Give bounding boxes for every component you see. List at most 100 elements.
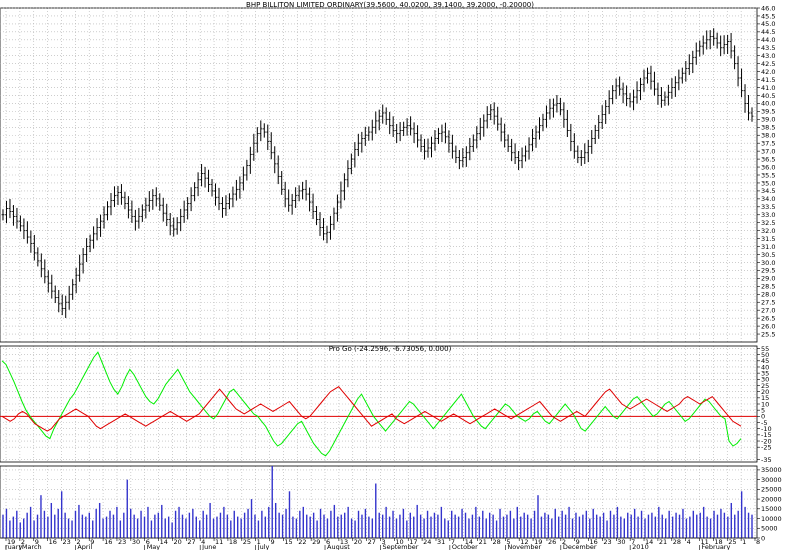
x-day-label: 9 xyxy=(576,538,580,546)
pro-go-red-line xyxy=(1,386,742,432)
price-chart-title: BHP BILLITON LIMITED ORDINARY(39.5600, 4… xyxy=(246,1,534,9)
price-tick-label: 26.5 xyxy=(761,314,775,322)
price-tick-label: 40.5 xyxy=(761,92,775,100)
x-day-label: 16 xyxy=(49,538,57,546)
pro-go-tick-label: -35 xyxy=(761,456,772,464)
price-tick-label: 45.0 xyxy=(761,20,775,28)
x-day-label: 16 xyxy=(590,538,598,546)
price-tick-label: 28.5 xyxy=(761,283,775,291)
price-tick-label: 38.5 xyxy=(761,124,775,132)
x-day-label: 25 xyxy=(243,538,251,546)
price-tick-label: 44.5 xyxy=(761,28,775,36)
price-tick-label: 26.0 xyxy=(761,322,775,330)
x-day-label: 5 xyxy=(506,538,510,546)
x-day-label: 19 xyxy=(7,538,15,546)
price-tick-label: 33.0 xyxy=(761,211,775,219)
x-month-label: February xyxy=(702,543,731,550)
price-tick-label: 46.0 xyxy=(761,4,775,12)
x-day-label: 13 xyxy=(340,538,348,546)
pro-go-tick-label: -20 xyxy=(761,437,772,445)
pro-go-tick-label: 0 xyxy=(761,413,765,421)
x-day-label: 30 xyxy=(132,538,140,546)
x-day-label: 30 xyxy=(617,538,625,546)
x-day-label: 1 xyxy=(742,538,746,546)
price-tick-label: 39.0 xyxy=(761,116,775,124)
x-day-label: 7 xyxy=(451,538,455,546)
price-tick-label: 29.5 xyxy=(761,267,775,275)
x-month-label: ruary xyxy=(5,543,22,550)
volume-tick-label: 0 xyxy=(761,534,765,542)
pro-go-tick-label: 15 xyxy=(761,394,769,402)
x-month-label: June xyxy=(201,543,216,550)
x-day-label: 25 xyxy=(728,538,736,546)
x-day-label: 19 xyxy=(534,538,542,546)
x-day-label: 1 xyxy=(257,538,261,546)
volume-tick-label: 20000 xyxy=(761,495,782,503)
x-day-label: 11 xyxy=(701,538,709,546)
x-day-label: 24 xyxy=(423,538,431,546)
x-day-label: 27 xyxy=(187,538,195,546)
x-day-label: 2 xyxy=(21,538,25,546)
price-tick-label: 36.0 xyxy=(761,163,775,171)
price-tick-label: 43.0 xyxy=(761,52,775,60)
price-tick-label: 29.0 xyxy=(761,275,775,283)
x-day-label: 14 xyxy=(160,538,168,546)
price-tick-label: 37.5 xyxy=(761,139,775,147)
price-tick-label: 42.5 xyxy=(761,60,775,68)
x-day-label: 21 xyxy=(659,538,667,546)
price-tick-label: 34.5 xyxy=(761,187,775,195)
pro-go-tick-label: -10 xyxy=(761,425,772,433)
pro-go-title: Pro Go (-24.2596, -6.73056, 0.000) xyxy=(329,345,452,353)
x-day-label: 2 xyxy=(76,538,80,546)
x-month-label: March xyxy=(22,543,42,550)
x-day-label: 20 xyxy=(354,538,362,546)
pro-go-tick-label: 50 xyxy=(761,351,769,359)
pro-go-tick-label: 55 xyxy=(761,345,769,353)
price-tick-label: 43.5 xyxy=(761,44,775,52)
price-tick-label: 30.5 xyxy=(761,251,775,259)
price-tick-label: 32.5 xyxy=(761,219,775,227)
x-day-label: 17 xyxy=(409,538,417,546)
x-day-label: 6 xyxy=(326,538,330,546)
price-tick-label: 31.5 xyxy=(761,235,775,243)
pro-go-tick-label: 30 xyxy=(761,376,769,384)
volume-tick-label: 25000 xyxy=(761,486,782,494)
x-month-label: November xyxy=(507,543,541,550)
pro-go-tick-label: 25 xyxy=(761,382,769,390)
volume-tick-label: 30000 xyxy=(761,476,782,484)
price-panel: 25.526.026.527.027.528.028.529.029.530.0… xyxy=(0,1,775,343)
x-day-label: 23 xyxy=(62,538,70,546)
x-day-label: 6 xyxy=(146,538,150,546)
price-tick-label: 40.0 xyxy=(761,100,775,108)
x-day-label: 14 xyxy=(645,538,653,546)
price-tick-label: 41.0 xyxy=(761,84,775,92)
x-day-label: 3 xyxy=(382,538,386,546)
pro-go-tick-label: 40 xyxy=(761,363,769,371)
x-day-label: 23 xyxy=(118,538,126,546)
x-day-label: 29 xyxy=(312,538,320,546)
x-day-label: 20 xyxy=(173,538,181,546)
price-tick-label: 36.5 xyxy=(761,155,775,163)
x-day-label: 18 xyxy=(714,538,722,546)
x-day-label: 10 xyxy=(395,538,403,546)
price-tick-label: 34.0 xyxy=(761,195,775,203)
volume-tick-label: 5000 xyxy=(761,525,778,533)
x-axis: 19 2 9 16 23 2 9 16 23 30 6 14 20 27 4 11 18 25 1 9 15 22 29 6 1… xyxy=(0,537,760,550)
x-day-label: 18 xyxy=(229,538,237,546)
x-day-label: 15 xyxy=(284,538,292,546)
x-day-label: 7 xyxy=(631,538,635,546)
price-tick-label: 35.0 xyxy=(761,179,775,187)
x-day-label: 28 xyxy=(673,538,681,546)
x-day-label: 2 xyxy=(562,538,566,546)
x-month-label: September xyxy=(383,543,419,550)
pro-go-tick-label: 45 xyxy=(761,357,769,365)
price-tick-label: 32.0 xyxy=(761,227,775,235)
x-day-label: 16 xyxy=(104,538,112,546)
x-day-label: 12 xyxy=(520,538,528,546)
volume-tick-label: 35000 xyxy=(761,466,782,474)
x-month-label: October xyxy=(452,543,478,550)
price-tick-label: 35.5 xyxy=(761,171,775,179)
price-tick-label: 44.0 xyxy=(761,36,775,44)
